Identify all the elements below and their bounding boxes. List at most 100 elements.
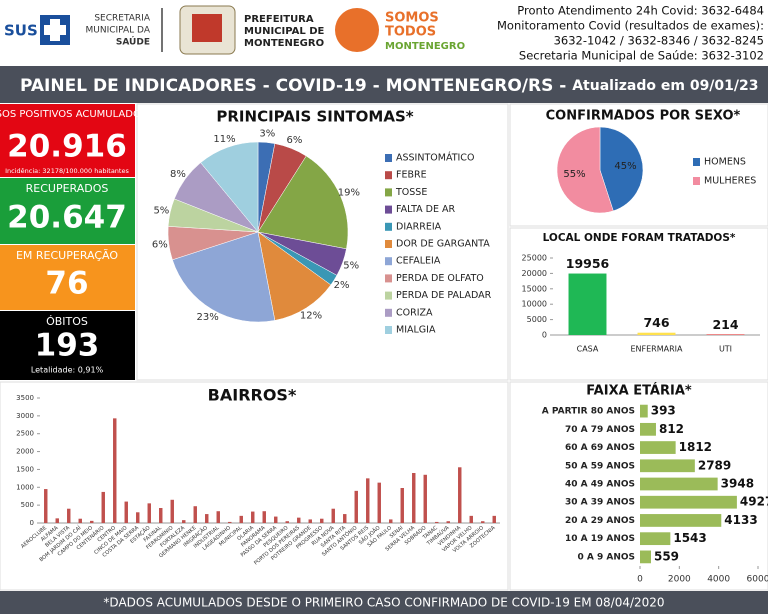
- legend-swatch: [385, 240, 392, 248]
- chart-title: PRINCIPAIS SINTOMAS*: [216, 108, 413, 126]
- bar: [412, 473, 416, 523]
- x-tick-label: ENFERMARIA: [630, 345, 683, 354]
- bar: [706, 334, 745, 335]
- slice-label: 2%: [334, 280, 350, 291]
- sus-cross-h: [44, 25, 66, 35]
- bar: [113, 418, 117, 523]
- kpi-box: [0, 245, 135, 310]
- chart-title: FAIXA ETÁRIA*: [586, 383, 692, 399]
- kpi-value: 76: [45, 266, 88, 302]
- panel: [0, 381, 509, 591]
- kpi-label: ÓBITOS: [46, 315, 88, 328]
- legend-swatch: [385, 257, 392, 266]
- bar: [251, 511, 255, 523]
- bar: [400, 488, 404, 523]
- x-tick-label: UTI: [719, 345, 732, 354]
- bar: [366, 478, 370, 523]
- chart-title: CONFIRMADOS POR SEXO*: [546, 109, 741, 124]
- legend-label: PERDA DE PALADAR: [396, 290, 492, 301]
- y-tick-label: 30 A 39 ANOS: [565, 498, 635, 508]
- x-tick-label: 4000: [707, 575, 730, 585]
- y-tick-label: 500: [21, 501, 34, 509]
- chart-title: BAIRROS*: [208, 386, 297, 405]
- slice-label: 55%: [563, 169, 585, 180]
- secretaria-line: SAÚDE: [116, 36, 150, 48]
- y-tick-label: 10000: [522, 300, 547, 309]
- bar: [78, 518, 82, 523]
- slice-label: 19%: [338, 188, 360, 199]
- slice-label: 6%: [287, 135, 303, 146]
- kpi-label: CASOS POSITIVOS ACUMULADOS*: [0, 109, 152, 120]
- legend-label: PERDA DE OLFATO: [396, 273, 484, 284]
- chart-title: LOCAL ONDE FORAM TRATADOS*: [543, 232, 736, 244]
- title-main: PAINEL DE INDICADORES - COVID-19 - MONTE…: [20, 76, 566, 96]
- bar: [331, 508, 335, 523]
- legend-swatch: [385, 274, 392, 283]
- kpi-note: Incidência: 32178/100.000 habitantes: [5, 167, 129, 175]
- kpi-note: Letalidade: 0,91%: [31, 366, 104, 375]
- contact-line: Pronto Atendimento 24h Covid: 3632-6484: [517, 4, 764, 18]
- footer-note: *DADOS ACUMULADOS DESDE O PRIMEIRO CASO …: [103, 596, 664, 610]
- kpi-box: [0, 311, 135, 380]
- value-label: 4927: [740, 495, 768, 509]
- bar: [262, 511, 266, 523]
- y-tick-label: 5000: [527, 315, 547, 324]
- somos-line: SOMOS: [385, 11, 439, 26]
- kpi-box: [0, 178, 135, 244]
- bar: [354, 490, 358, 523]
- y-tick-label: 2000: [16, 448, 34, 456]
- value-label: 4133: [724, 513, 757, 527]
- y-tick-label: 3000: [16, 412, 34, 420]
- y-tick-label: 20 A 29 ANOS: [565, 516, 635, 526]
- legend-label: CORIZA: [396, 307, 433, 318]
- slice-label: 8%: [170, 169, 186, 180]
- prefeitura-line: MONTENEGRO: [244, 38, 324, 49]
- panel: [509, 381, 768, 591]
- contact-line: Monitoramento Covid (resultados de exame…: [497, 19, 764, 33]
- bar: [274, 516, 278, 523]
- bar: [147, 503, 151, 523]
- y-tick-label: 40 A 49 ANOS: [565, 480, 635, 490]
- kpi-value: 20.647: [7, 200, 127, 236]
- pie-slice: [257, 231, 332, 321]
- prefeitura-line: MUNICIPAL DE: [244, 26, 325, 37]
- bar: [90, 520, 94, 523]
- bar: [308, 519, 312, 523]
- bar: [640, 550, 651, 564]
- bar: [481, 521, 485, 523]
- y-tick-label: 15000: [522, 284, 547, 293]
- bar: [469, 515, 473, 523]
- bar: [377, 482, 381, 523]
- x-tick-label: CASA: [577, 345, 599, 354]
- bar: [228, 521, 232, 523]
- y-tick-label: 2500: [16, 430, 34, 438]
- bar: [297, 517, 301, 523]
- contact-line: Secretaria Municipal de Saúde: 3632-3102: [519, 49, 764, 63]
- x-tick-label: 2000: [668, 575, 691, 585]
- value-label: 393: [651, 404, 676, 418]
- bar: [67, 508, 71, 523]
- bar: [216, 511, 220, 523]
- value-label: 3948: [721, 477, 754, 491]
- y-tick-label: 0 A 9 ANOS: [577, 552, 635, 562]
- prefeitura-line: PREFEITURA: [244, 14, 314, 25]
- y-tick-label: 0: [30, 519, 34, 527]
- y-tick-label: 60 A 69 ANOS: [565, 443, 635, 453]
- value-label: 1812: [679, 440, 712, 454]
- x-tick-label: 6000: [747, 575, 768, 585]
- legend-swatch: [385, 308, 392, 317]
- legend-swatch: [385, 222, 392, 231]
- legend-swatch: [693, 177, 700, 185]
- sus-logo: SUS: [4, 22, 38, 40]
- bar: [124, 501, 128, 523]
- slice-label: 6%: [152, 239, 168, 250]
- bar: [435, 521, 439, 523]
- value-label: 2789: [698, 458, 731, 472]
- pie-slice: [172, 231, 276, 323]
- slice-label: 11%: [213, 134, 235, 145]
- y-tick-label: 3500: [16, 394, 34, 402]
- kpi-label: EM RECUPERAÇÃO: [16, 249, 118, 262]
- legend-label: MULHERES: [704, 176, 756, 187]
- kpi-box: [0, 104, 135, 177]
